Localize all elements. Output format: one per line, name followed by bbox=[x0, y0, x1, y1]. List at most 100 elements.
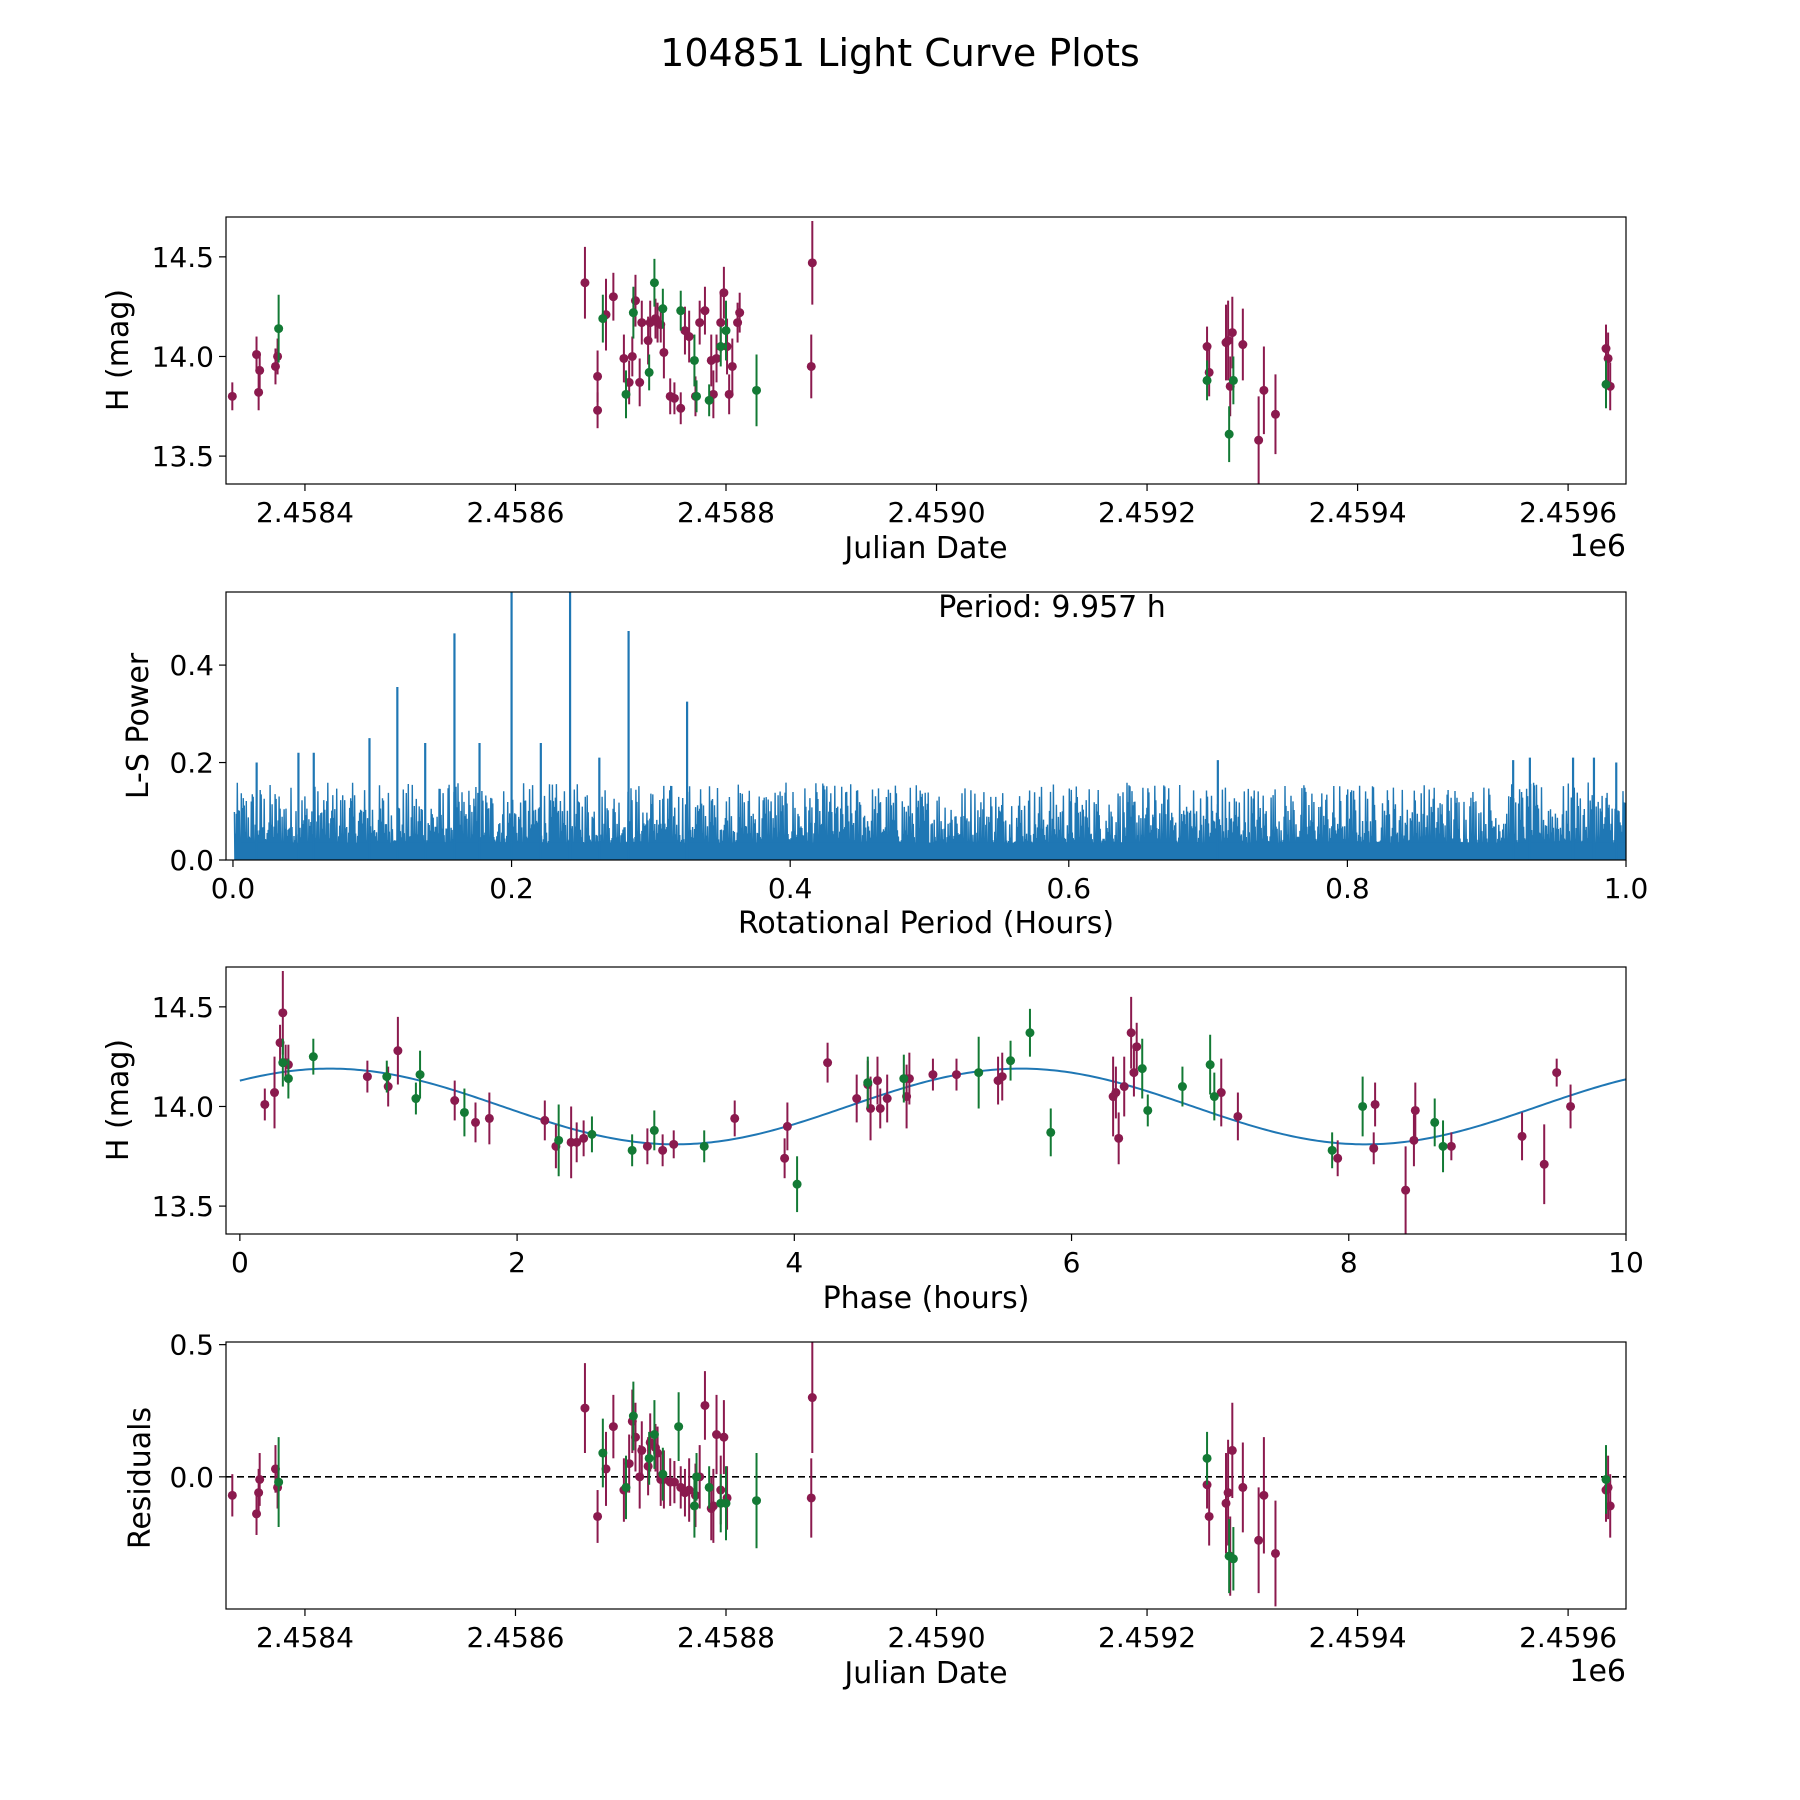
x-tick-label: 2.4594 bbox=[1309, 496, 1407, 529]
data-point-magenta bbox=[719, 1432, 729, 1442]
data-point-magenta bbox=[716, 318, 726, 328]
light-curve-axes-frame bbox=[225, 216, 1627, 485]
x-tick-label: 2.4590 bbox=[888, 1621, 986, 1654]
data-point-magenta bbox=[471, 1117, 481, 1127]
data-point-green bbox=[1202, 375, 1212, 385]
data-point-magenta bbox=[1605, 1501, 1615, 1511]
data-point-green bbox=[1228, 1554, 1238, 1564]
data-point-magenta bbox=[658, 1145, 668, 1155]
data-point-magenta bbox=[676, 403, 686, 413]
data-point-magenta bbox=[1119, 1082, 1129, 1092]
y-tick-label: 14.5 bbox=[152, 241, 214, 274]
data-point-magenta bbox=[637, 318, 647, 328]
data-point-magenta bbox=[1216, 1088, 1226, 1098]
data-point-green bbox=[674, 1422, 684, 1432]
data-point-magenta bbox=[393, 1046, 403, 1056]
data-point-magenta bbox=[733, 318, 743, 328]
light-curve-offset-label: 1e6 bbox=[1569, 529, 1626, 564]
data-point-magenta bbox=[669, 1139, 679, 1149]
data-point-magenta bbox=[1238, 340, 1248, 350]
residuals-offset-label: 1e6 bbox=[1569, 1654, 1626, 1689]
data-point-magenta bbox=[1254, 1535, 1264, 1545]
data-point-magenta bbox=[1370, 1099, 1380, 1109]
data-point-magenta bbox=[260, 1099, 270, 1109]
panel-residuals: 2.4584 2.4586 2.4588 2.4590 2.4592 2.4594 2.45… bbox=[123, 1329, 1627, 1691]
data-point-magenta bbox=[1369, 1143, 1379, 1153]
data-point-magenta bbox=[1227, 1445, 1237, 1455]
data-point-green bbox=[1202, 1453, 1212, 1463]
y-tick-label: 0.0 bbox=[169, 844, 214, 877]
data-point-magenta bbox=[875, 1103, 885, 1113]
data-point-green bbox=[721, 326, 731, 336]
data-point-green bbox=[1601, 1474, 1611, 1484]
y-tick-label: 13.5 bbox=[152, 1190, 214, 1223]
x-tick-label: 0 bbox=[231, 1246, 249, 1279]
data-point-magenta bbox=[823, 1058, 833, 1068]
data-point-green bbox=[1046, 1127, 1056, 1137]
y-tick-label: 14.0 bbox=[152, 1090, 214, 1123]
data-point-green bbox=[1137, 1064, 1147, 1074]
data-point-green bbox=[644, 1453, 654, 1463]
data-point-green bbox=[1025, 1028, 1035, 1038]
data-point-green bbox=[689, 1501, 699, 1511]
data-point-magenta bbox=[540, 1115, 550, 1125]
data-point-green bbox=[658, 1469, 668, 1479]
data-point-magenta bbox=[669, 393, 679, 403]
data-point-magenta bbox=[608, 292, 618, 302]
data-point-magenta bbox=[1603, 353, 1613, 363]
x-tick-label: 2.4590 bbox=[888, 496, 986, 529]
data-point-magenta bbox=[278, 1008, 288, 1018]
data-point-magenta bbox=[1126, 1028, 1136, 1038]
data-point-magenta bbox=[712, 353, 722, 363]
data-point-magenta bbox=[730, 1113, 740, 1123]
y-tick-label: 0.4 bbox=[169, 649, 214, 682]
data-point-green bbox=[274, 1477, 284, 1487]
data-point-green bbox=[587, 1129, 597, 1139]
data-point-magenta bbox=[593, 1511, 603, 1521]
data-point-green bbox=[692, 391, 702, 401]
x-tick-label: 10 bbox=[1608, 1246, 1644, 1279]
data-point-green bbox=[649, 278, 659, 288]
x-tick-label: 0.4 bbox=[768, 872, 813, 905]
data-point-magenta bbox=[951, 1070, 961, 1080]
data-point-magenta bbox=[1539, 1159, 1549, 1169]
data-point-magenta bbox=[872, 1076, 882, 1086]
data-point-green bbox=[792, 1179, 802, 1189]
data-point-green bbox=[382, 1072, 392, 1082]
data-point-green bbox=[278, 1058, 288, 1068]
data-point-magenta bbox=[1204, 1511, 1214, 1521]
data-point-magenta bbox=[580, 1403, 590, 1413]
data-point-green bbox=[598, 1448, 608, 1458]
data-point-green bbox=[649, 1125, 659, 1135]
data-point-magenta bbox=[255, 1474, 265, 1484]
data-point-magenta bbox=[1223, 336, 1233, 346]
data-point-magenta bbox=[593, 371, 603, 381]
data-point-magenta bbox=[1132, 1042, 1142, 1052]
data-point-green bbox=[274, 324, 284, 334]
data-point-green bbox=[628, 1411, 638, 1421]
data-point-green bbox=[1209, 1092, 1219, 1102]
panel-phased: 0 2 4 6 8 10 13.5 14.0 14.5 Phase (hours) H (mag… bbox=[101, 966, 1644, 1316]
data-point-green bbox=[1601, 379, 1611, 389]
x-tick-label: 0.0 bbox=[211, 872, 256, 905]
data-point-magenta bbox=[669, 1477, 679, 1487]
data-point-green bbox=[1205, 1060, 1215, 1070]
data-point-green bbox=[699, 1141, 709, 1151]
data-point-magenta bbox=[780, 1153, 790, 1163]
residuals-axes-frame bbox=[225, 1341, 1627, 1610]
data-point-magenta bbox=[1259, 1490, 1269, 1500]
data-point-magenta bbox=[807, 1393, 817, 1403]
data-point-magenta bbox=[630, 296, 640, 306]
x-tick-label: 2.4596 bbox=[1519, 496, 1617, 529]
data-point-green bbox=[628, 308, 638, 318]
data-point-magenta bbox=[643, 336, 653, 346]
data-point-magenta bbox=[383, 1082, 393, 1092]
data-point-magenta bbox=[782, 1121, 792, 1131]
data-point-green bbox=[554, 1135, 564, 1145]
figure-title: 104851 Light Curve Plots bbox=[660, 31, 1140, 75]
data-point-magenta bbox=[254, 387, 264, 397]
data-point-green bbox=[689, 355, 699, 365]
data-point-magenta bbox=[254, 1488, 264, 1498]
